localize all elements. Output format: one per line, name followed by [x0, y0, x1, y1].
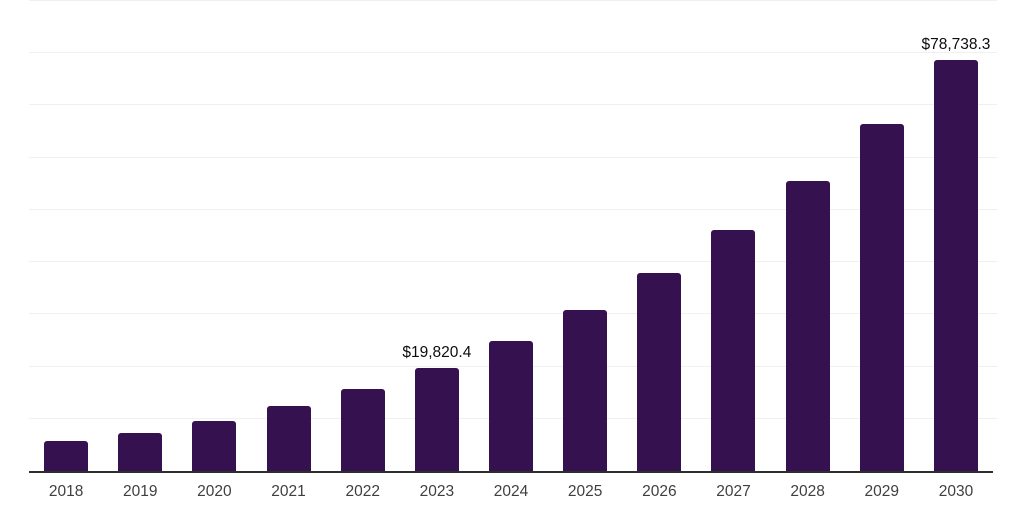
- bar-2028: [785, 180, 830, 471]
- bar-2027: [711, 230, 756, 471]
- bar-2024: [489, 340, 534, 471]
- bar-value-label: $78,738.3: [921, 36, 991, 54]
- bar-2021: [266, 405, 311, 471]
- bar-slot: $78,738.3: [919, 1, 993, 471]
- bar-slot: [474, 1, 548, 471]
- x-axis-label-2021: 2021: [271, 483, 306, 500]
- x-axis-label-2027: 2027: [716, 483, 751, 500]
- bar-slot: [696, 1, 770, 471]
- bar-slot: [103, 1, 177, 471]
- bar-slot: $19,820.4: [400, 1, 474, 471]
- bar-2025: [563, 309, 608, 471]
- x-axis-label-2029: 2029: [864, 483, 900, 500]
- bars-layer: $19,820.4 $78,738.3: [29, 1, 993, 471]
- x-axis-label-2020: 2020: [197, 483, 232, 500]
- bar-2018: [44, 441, 89, 471]
- bar-2026: [637, 273, 682, 471]
- bar-slot: [29, 1, 103, 471]
- x-axis-label-2028: 2028: [790, 483, 825, 500]
- x-axis-label-2018: 2018: [48, 483, 84, 500]
- bar-slot: [251, 1, 325, 471]
- bar-slot: [548, 1, 622, 471]
- bar-2029: [859, 123, 904, 471]
- x-axis: 2018 2019 2020 2021 2022 2023 2024 2025 2026 2027…: [29, 481, 993, 503]
- bar-slot: [326, 1, 400, 471]
- bar-slot: [771, 1, 845, 471]
- x-axis-label-2024: 2024: [493, 483, 529, 500]
- x-axis-label-2025: 2025: [567, 483, 603, 500]
- plot-area: $19,820.4 $78,738.3: [29, 0, 997, 473]
- x-axis-label-2030: 2030: [938, 483, 974, 500]
- x-axis-label-2019: 2019: [122, 483, 158, 500]
- bar-2022: [340, 389, 385, 471]
- bar-2019: [118, 433, 163, 471]
- bar-slot: [177, 1, 251, 471]
- x-axis-label-2026: 2026: [642, 483, 677, 500]
- bar-2030: [933, 59, 978, 471]
- bar-slot: [845, 1, 919, 471]
- bar-2020: [192, 420, 237, 471]
- bar-slot: [622, 1, 696, 471]
- x-axis-label-2022: 2022: [345, 483, 380, 500]
- bar-value-label: $19,820.4: [402, 344, 472, 361]
- bar-2023: [414, 367, 459, 471]
- x-axis-label-2023: 2023: [419, 483, 455, 500]
